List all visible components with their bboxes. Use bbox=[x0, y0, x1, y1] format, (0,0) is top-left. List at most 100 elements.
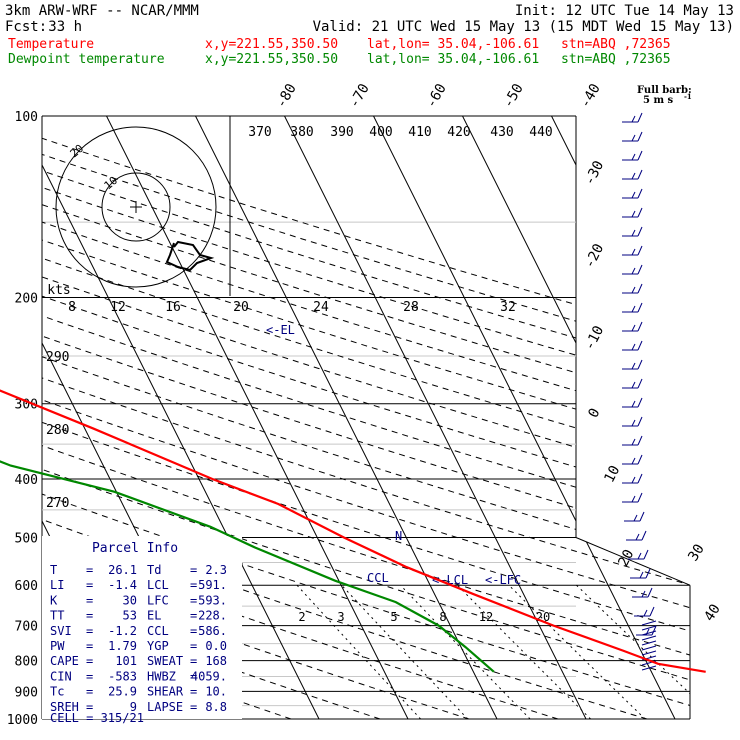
parcel-equals: = bbox=[86, 700, 93, 714]
wind-barb-shaft bbox=[641, 635, 657, 641]
wind-barb-flag bbox=[647, 587, 653, 598]
wind-barb-shaft bbox=[641, 620, 657, 626]
hodograph-ring-10 bbox=[101, 172, 171, 242]
parcel-value: 2.3 bbox=[205, 563, 227, 577]
theta-e-label: 440 bbox=[529, 125, 552, 140]
isotherm-label: 30 bbox=[685, 541, 708, 564]
dewpoint-legend-label: Dewpoint temperature bbox=[8, 52, 165, 67]
dry-adiabat bbox=[42, 116, 690, 719]
mixing-ratio-line bbox=[457, 584, 591, 719]
wind-barb-flag bbox=[637, 397, 643, 408]
hodograph-speed-label: 16 bbox=[165, 300, 181, 315]
wind-barb-flag bbox=[651, 625, 657, 636]
isotherm-line bbox=[373, 116, 676, 719]
wind-barb-flag bbox=[637, 340, 643, 351]
parcel-label: HWBZ bbox=[147, 669, 176, 683]
parcel-label: Td bbox=[147, 563, 161, 577]
mixing-ratio-label: 5 bbox=[390, 610, 397, 624]
wind-barb-half bbox=[631, 476, 636, 484]
dry-adiabat bbox=[42, 116, 381, 719]
dewpoint-xy: x,y=221.55,350.50 bbox=[205, 52, 338, 67]
parcel-label: LAPSE bbox=[147, 700, 183, 714]
parcel-value: 591. bbox=[198, 578, 227, 592]
parcel-value: 8.8 bbox=[205, 700, 227, 714]
wind-barb-flag bbox=[645, 568, 651, 579]
hodograph-ring-20 bbox=[55, 126, 217, 288]
pressure-label-700: 700 bbox=[15, 620, 38, 635]
temperature-profile bbox=[0, 389, 706, 673]
wind-barb-flag bbox=[641, 530, 647, 541]
fcst-value: 33 h bbox=[48, 19, 82, 35]
wind-barb-half bbox=[631, 210, 636, 218]
parcel-box-background bbox=[42, 536, 242, 719]
wind-barb-half bbox=[637, 552, 642, 560]
parcel-value: 30 bbox=[123, 593, 137, 607]
wind-barb-shaft bbox=[641, 625, 657, 631]
wind-barb-half bbox=[631, 362, 636, 370]
pressure-label-200: 200 bbox=[15, 292, 38, 307]
dry-adiabat bbox=[42, 116, 690, 719]
parcel-equals: = bbox=[190, 654, 197, 668]
parcel-label: CIN bbox=[50, 669, 72, 683]
wind-barb-half bbox=[631, 381, 636, 389]
parcel-equals: = bbox=[190, 700, 197, 714]
fcst-label: Fcst: bbox=[5, 19, 47, 35]
isotherm-label: 10 bbox=[601, 463, 623, 485]
parcel-label: CCL bbox=[147, 624, 169, 638]
wind-barb-shaft bbox=[641, 645, 657, 651]
parcel-value: -583 bbox=[108, 669, 137, 683]
wind-barb-flag bbox=[637, 245, 643, 256]
right-axis-slant bbox=[575, 537, 691, 586]
parcel-equals: = bbox=[86, 654, 93, 668]
wind-barb-flag bbox=[639, 511, 645, 522]
dewpoint-latlon: lat,lon= 35.04,-106.61 bbox=[367, 52, 539, 67]
parcel-label: LCL bbox=[147, 578, 169, 592]
wind-barb-half bbox=[643, 609, 648, 617]
pressure-label-100: 100 bbox=[15, 110, 38, 125]
valid-time: Valid: 21 UTC Wed 15 May 13 (15 MDT Wed … bbox=[313, 19, 734, 35]
wind-barb-shaft bbox=[641, 640, 657, 646]
pressure-label-500: 500 bbox=[15, 531, 38, 546]
full-barb-label: Full barb: bbox=[637, 85, 692, 96]
wind-barb-half bbox=[631, 248, 636, 256]
parcel-equals: = bbox=[190, 669, 197, 683]
hodograph-speed-label: kts bbox=[47, 283, 70, 298]
full-barb-speed: 5 m s bbox=[643, 95, 674, 106]
dry-adiabat bbox=[42, 116, 690, 719]
level-marker: <-EL bbox=[266, 323, 295, 337]
wind-barb-flag bbox=[637, 435, 643, 446]
wind-barb-flag bbox=[637, 492, 643, 503]
dry-adiabat bbox=[42, 116, 470, 719]
level-marker: <-LFC bbox=[485, 573, 521, 587]
wind-barb-flag bbox=[637, 416, 643, 427]
wind-barb-half bbox=[631, 419, 636, 427]
isotherm-line bbox=[195, 116, 498, 719]
mixing-ratio-line bbox=[341, 584, 469, 719]
parcel-equals: = bbox=[86, 563, 93, 577]
theta-e-label: 420 bbox=[447, 125, 470, 140]
wind-barb-flag bbox=[637, 150, 643, 161]
theta-e-label: 410 bbox=[408, 125, 431, 140]
wind-barb-flag bbox=[637, 131, 643, 142]
mixing-ratio-label: 3 bbox=[337, 610, 344, 624]
parcel-label: LI bbox=[50, 578, 64, 592]
dewpoint-station: stn=ABQ ,72365 bbox=[561, 52, 671, 67]
hodograph-speed-label: 24 bbox=[313, 300, 329, 315]
theta-label: 290 bbox=[46, 350, 69, 365]
isotherm-line bbox=[42, 116, 320, 719]
temperature-latlon: lat,lon= 35.04,-106.61 bbox=[367, 37, 539, 52]
mixing-ratio-label: 2 bbox=[298, 610, 305, 624]
parcel-label: LFC bbox=[147, 593, 169, 607]
wind-barb-flag bbox=[637, 359, 643, 370]
full-barb-exponent: -1 bbox=[684, 92, 692, 101]
wind-barb-shaft bbox=[641, 665, 657, 671]
pressure-label-400: 400 bbox=[15, 473, 38, 488]
parcel-label: PW bbox=[50, 639, 65, 653]
parcel-label: YGP bbox=[147, 639, 169, 653]
parcel-value: 586. bbox=[198, 624, 227, 638]
wind-barb-half bbox=[631, 324, 636, 332]
parcel-equals: = bbox=[190, 624, 197, 638]
parcel-label: SREH bbox=[50, 700, 79, 714]
hodograph-speed-label: 8 bbox=[68, 300, 76, 315]
